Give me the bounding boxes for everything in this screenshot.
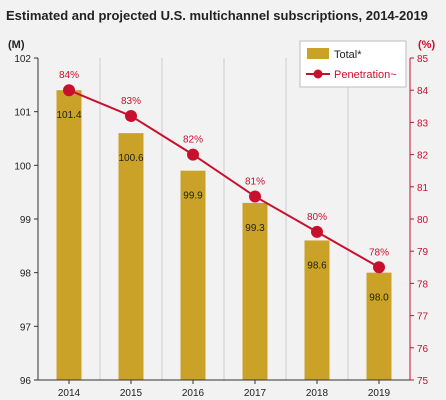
line-point [311,225,323,238]
y-left-tick-label: 97 [20,322,32,333]
bar-value-label: 98.0 [369,293,389,304]
bar-series: 101.4 100.6 99.9 99.3 98.6 98.0 [56,90,392,380]
bar [242,202,268,380]
bar-value-label: 98.6 [307,260,327,271]
y-right-tick-label: 77 [417,312,429,323]
line-series: 84% 83% 82% 81% 80% 78% [59,70,389,274]
y-right-tick-label: 83 [417,118,429,129]
x-tick-label: 2017 [244,388,267,399]
axes: 96 97 98 99 100 101 102 75 76 77 78 79 80 81 82 83 84 85 2… [14,54,428,399]
y-right-tick-label: 81 [417,183,429,194]
bar-value-label: 101.4 [56,110,81,121]
line-point [373,261,385,274]
legend-line-marker [313,69,323,79]
y-left-tick-label: 99 [20,215,32,226]
line-value-label: 83% [121,96,141,107]
line-point [249,190,261,203]
bar [180,170,206,380]
bar [304,240,330,380]
y-right-tick-label: 82 [417,151,429,162]
y-left-unit: (M) [8,39,25,51]
line-point [187,148,199,161]
x-tick-label: 2019 [368,388,391,399]
grid [99,58,349,380]
line-value-label: 80% [307,212,327,223]
y-right-tick-label: 85 [417,54,429,65]
y-right-tick-label: 80 [417,215,429,226]
x-tick-label: 2015 [120,388,143,399]
bar-value-label: 99.9 [183,191,203,202]
legend-bar-swatch [307,48,329,59]
y-left-tick-label: 96 [20,376,32,387]
y-right-tick-label: 84 [417,86,429,97]
y-right-tick-label: 79 [417,247,429,258]
y-left-tick-label: 98 [20,269,32,280]
legend-label-penetration: Penetration~ [334,69,397,81]
bar [118,133,144,380]
line-value-label: 82% [183,135,203,146]
line-value-label: 81% [245,176,265,187]
y-left-tick-label: 100 [14,161,31,172]
x-tick-label: 2014 [58,388,81,399]
line-point [125,109,137,122]
bar-value-label: 100.6 [118,153,143,164]
penetration-line [68,89,380,269]
legend: Total* Penetration~ [299,40,407,88]
y-right-tick-label: 76 [417,344,429,355]
line-value-label: 78% [369,247,389,258]
y-left-tick-label: 102 [14,54,31,65]
x-tick-label: 2016 [182,388,205,399]
bar [366,272,392,380]
x-tick-label: 2018 [306,388,329,399]
bar-value-label: 99.3 [245,223,265,234]
line-value-label: 84% [59,70,79,81]
y-right-unit: (%) [418,39,435,51]
legend-label-total: Total* [334,49,362,61]
y-right-tick-label: 75 [417,376,429,387]
y-right-tick-label: 78 [417,279,429,290]
line-point [63,84,75,97]
bar [56,90,82,380]
chart-title: Estimated and projected U.S. multichanne… [6,8,428,23]
y-left-tick-label: 101 [14,108,31,119]
